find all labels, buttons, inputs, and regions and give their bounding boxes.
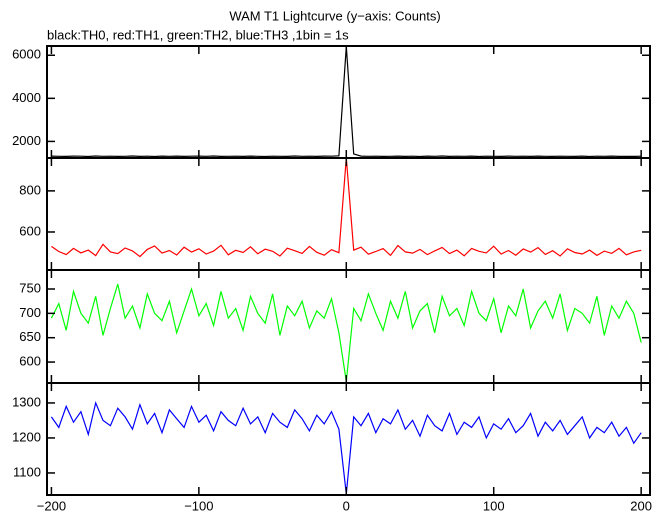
y-tick-label: 650	[19, 329, 41, 344]
panel-frame	[46, 382, 651, 496]
y-tick-label: 1200	[12, 429, 41, 444]
y-tick-label: 6000	[12, 47, 41, 62]
panel-frame	[46, 157, 651, 271]
x-tick-label: 0	[343, 498, 350, 513]
x-tick-label: −200	[37, 498, 66, 513]
x-tick-label: 200	[630, 498, 652, 513]
y-tick-label: 700	[19, 305, 41, 320]
y-tick-label: 4000	[12, 90, 41, 105]
y-tick-label: 1100	[13, 464, 41, 479]
y-tick-label: 750	[19, 280, 41, 295]
y-tick-label: 600	[19, 223, 41, 238]
y-tick-label: 2000	[12, 133, 41, 148]
y-tick-label: 600	[19, 353, 41, 368]
chart-subtitle: black:TH0, red:TH1, green:TH2, blue:TH3 …	[47, 27, 349, 42]
x-tick-label: 100	[483, 498, 505, 513]
data-line	[50, 400, 642, 494]
y-tick-label: 800	[19, 182, 41, 197]
panel-frame	[46, 269, 651, 384]
data-line	[50, 283, 642, 382]
panel-frame	[46, 45, 651, 159]
data-line	[51, 158, 642, 258]
y-tick-label: 1300	[12, 394, 41, 409]
data-line	[51, 46, 642, 158]
x-tick-label: −100	[184, 498, 213, 513]
chart-title: WAM T1 Lightcurve (y−axis: Counts)	[229, 8, 440, 23]
